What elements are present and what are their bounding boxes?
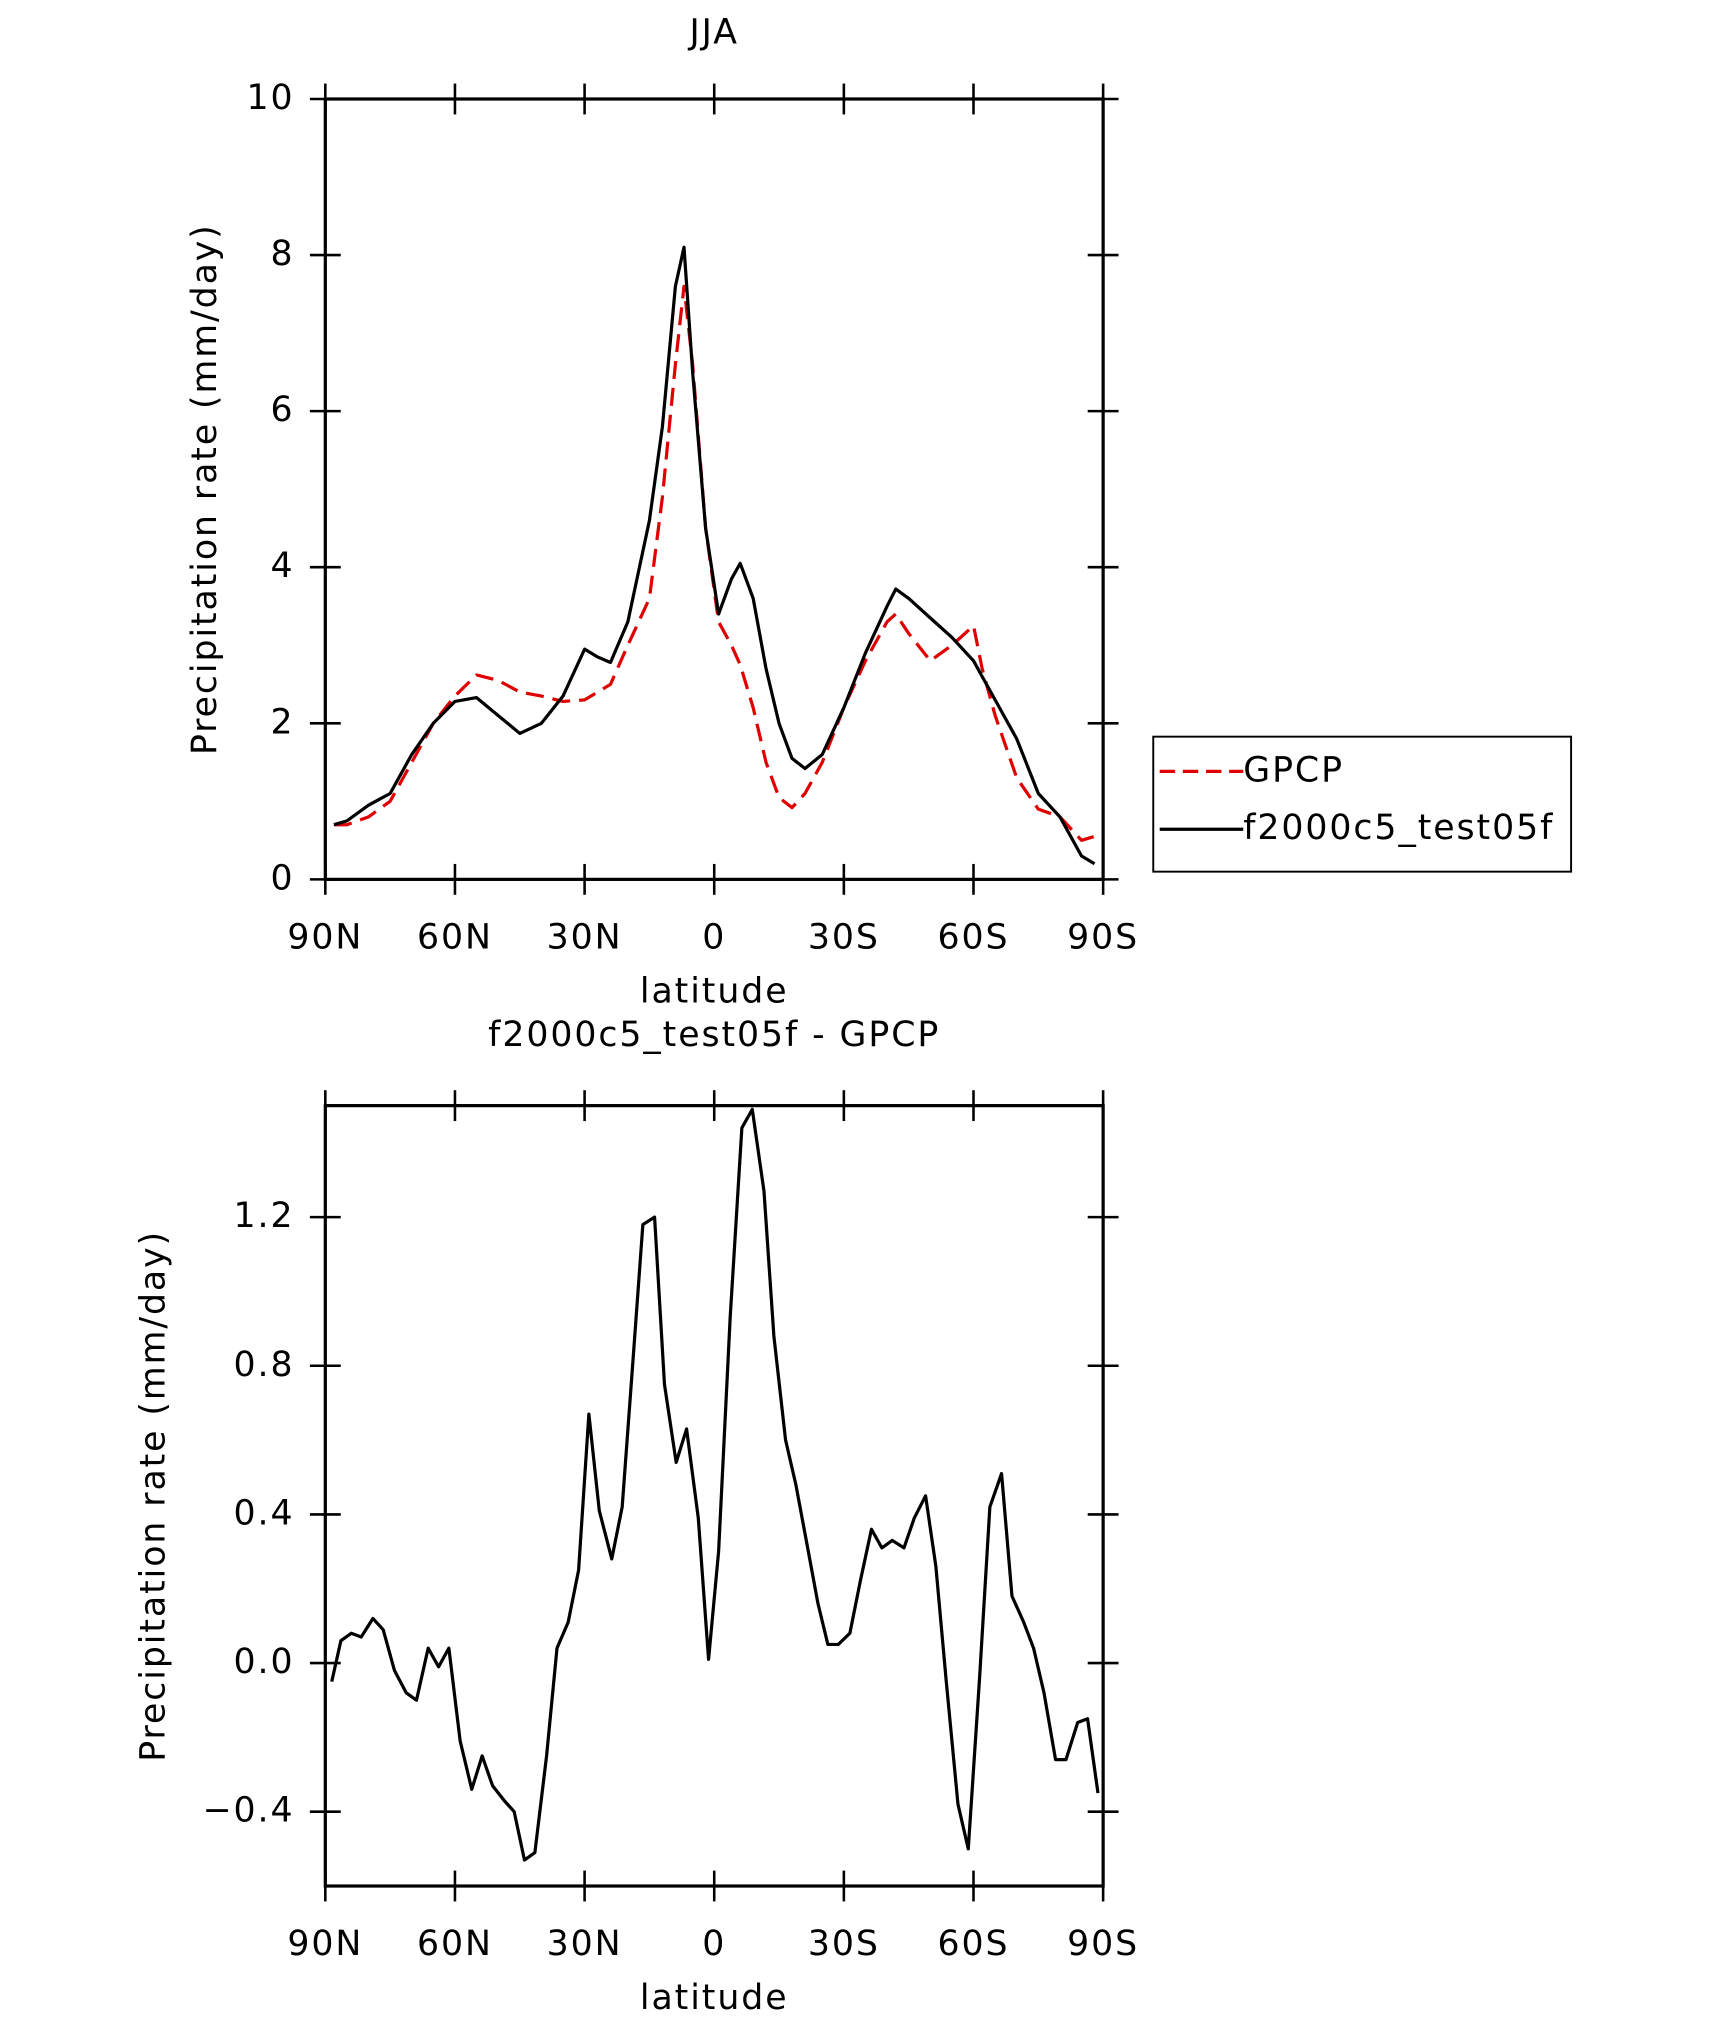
x-tick-label: 0 [702, 918, 726, 958]
x-tick-label: 30S [808, 918, 880, 958]
x-tick-label: 0 [702, 1924, 726, 1964]
x-tick-label: 30S [808, 1924, 880, 1964]
legend-label: f2000c5_test05f [1243, 808, 1554, 848]
legend-box [1152, 735, 1573, 873]
x-tick-label: 60N [417, 918, 493, 958]
x-tick-label: 60S [937, 1924, 1009, 1964]
x-axis-label: latitude [640, 1978, 789, 2018]
data-line [333, 245, 1096, 866]
x-tick-label: 30N [547, 918, 623, 958]
y-tick-label: 8 [270, 234, 294, 274]
y-tick-label: 0.8 [233, 1345, 294, 1385]
y-tick-label: 0.0 [233, 1642, 294, 1682]
y-tick-label: 0.4 [233, 1493, 294, 1533]
y-tick-label: −0.4 [202, 1791, 294, 1831]
chart-title: f2000c5_test05f - GPCP [488, 1015, 940, 1055]
y-tick-label: 4 [270, 546, 294, 586]
x-tick-label: 90S [1067, 1924, 1139, 1964]
y-tick-label: 6 [270, 390, 294, 430]
legend-label: GPCP [1243, 750, 1344, 790]
data-line [330, 1107, 1100, 1862]
y-axis-label: Precipitation rate (mm/day) [185, 223, 225, 755]
y-tick-label: 2 [270, 702, 294, 742]
plot-frame [323, 1104, 1105, 1888]
x-tick-label: 90N [287, 918, 363, 958]
y-tick-label: 0 [270, 858, 294, 898]
x-tick-label: 60N [417, 1924, 493, 1964]
plot-frame [323, 97, 1105, 881]
x-tick-label: 90S [1067, 918, 1139, 958]
x-tick-label: 30N [547, 1924, 623, 1964]
y-tick-label: 1.2 [233, 1196, 294, 1236]
x-axis-label: latitude [640, 972, 789, 1012]
x-tick-label: 90N [287, 1924, 363, 1964]
data-line [333, 284, 1095, 842]
y-tick-label: 10 [246, 78, 294, 118]
y-axis-label: Precipitation rate (mm/day) [133, 1230, 173, 1762]
chart-title: JJA [688, 12, 739, 52]
x-tick-label: 60S [937, 918, 1009, 958]
